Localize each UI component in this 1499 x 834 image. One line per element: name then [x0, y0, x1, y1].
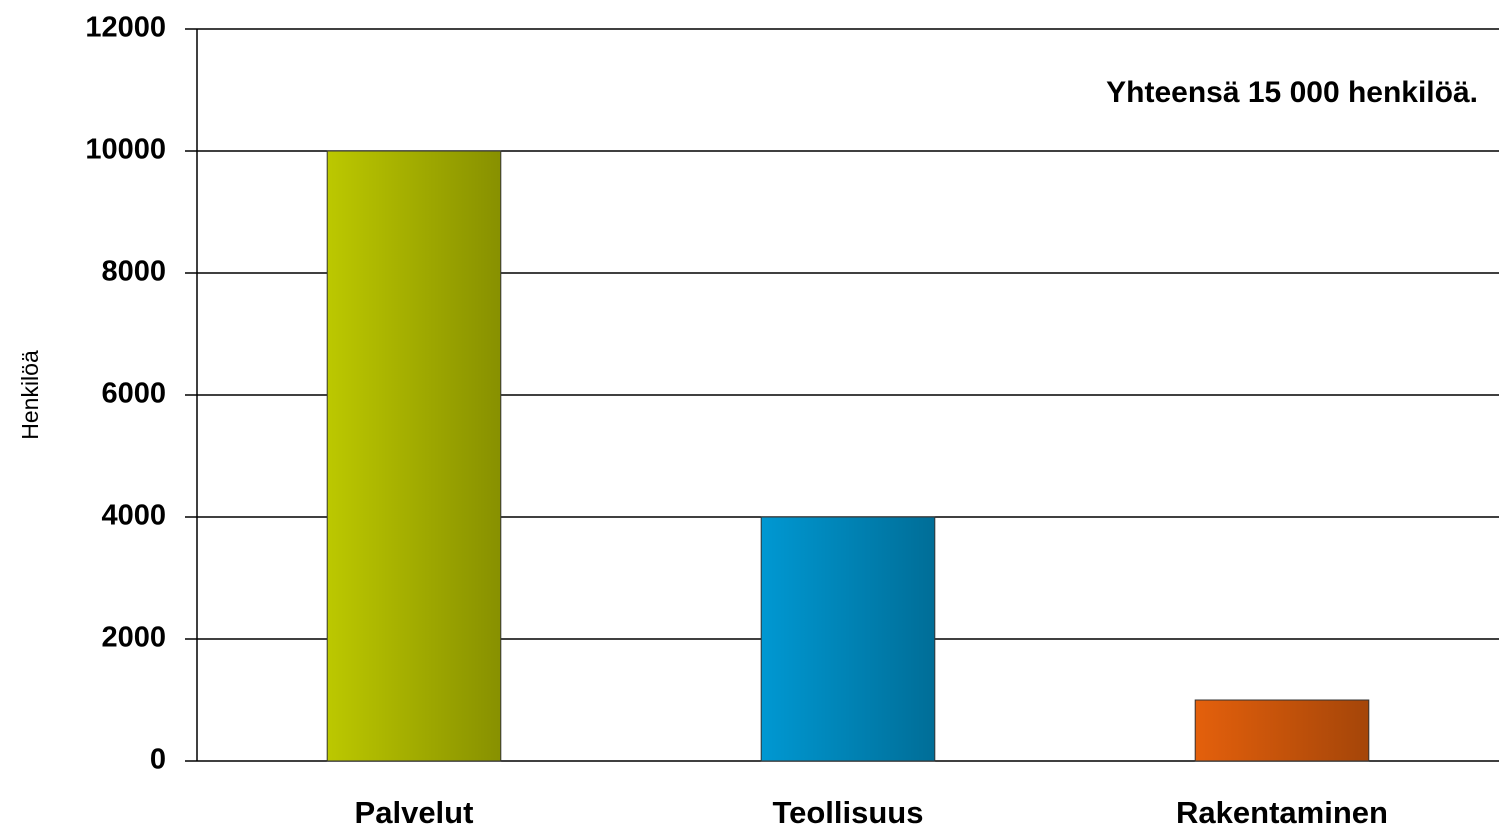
- y-axis-label: Henkilöä: [17, 350, 43, 440]
- y-tick-label: 6000: [101, 378, 166, 410]
- y-tick-label: 8000: [101, 256, 166, 288]
- x-tick-label: Rakentaminen: [1176, 795, 1388, 830]
- annotation: Yhteensä 15 000 henkilöä.: [1106, 76, 1478, 109]
- y-tick-label: 10000: [85, 134, 166, 166]
- x-tick-label: Teollisuus: [772, 795, 923, 830]
- y-tick-label: 0: [150, 744, 166, 776]
- y-tick-label: 12000: [85, 12, 166, 44]
- y-tick-label: 2000: [101, 622, 166, 654]
- bar-shade: [326, 150, 502, 762]
- bar-shade: [760, 516, 936, 762]
- bar-shade: [1194, 699, 1370, 762]
- y-tick-label: 4000: [101, 500, 166, 532]
- x-tick-label: Palvelut: [355, 795, 474, 830]
